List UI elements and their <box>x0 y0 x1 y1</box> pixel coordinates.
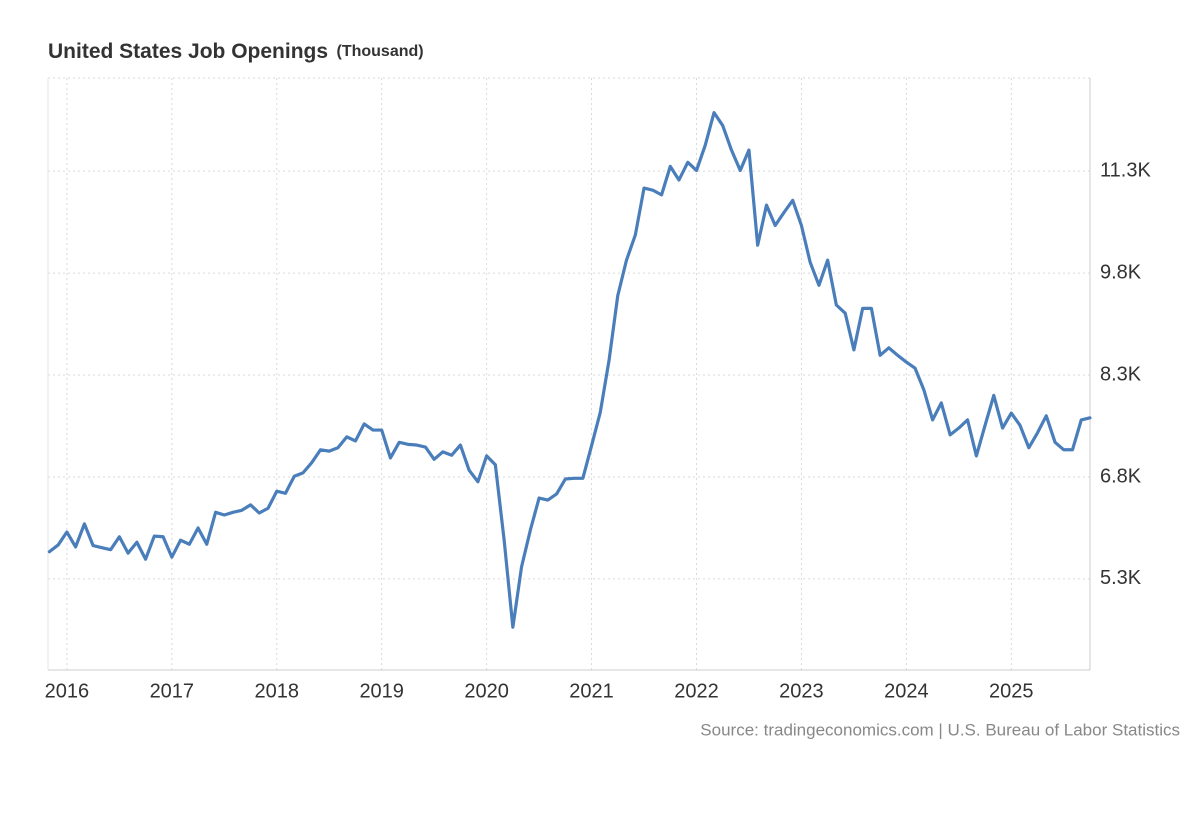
x-tick-label: 2020 <box>464 680 509 702</box>
x-tick-label: 2022 <box>674 680 719 702</box>
x-tick-label: 2023 <box>779 680 824 702</box>
x-tick-label: 2018 <box>255 680 300 702</box>
y-tick-label: 5.3K <box>1100 567 1142 589</box>
chart-unit: (Thousand) <box>337 43 424 60</box>
source: Source: tradingeconomics.com | U.S. Bure… <box>700 720 1180 739</box>
y-tick-label: 8.3K <box>1100 363 1142 385</box>
x-tick-label: 2016 <box>45 680 90 702</box>
y-tick-label: 11.3K <box>1100 159 1151 181</box>
x-tick-label: 2021 <box>569 680 614 702</box>
chart-title-group: United States Job Openings (Thousand) <box>48 40 424 63</box>
data-line <box>47 111 1092 629</box>
chart-title: United States Job Openings <box>48 40 328 63</box>
x-tick-label: 2017 <box>150 680 195 702</box>
y-tick-label: 6.8K <box>1100 465 1142 487</box>
x-tick-label: 2025 <box>989 680 1034 702</box>
x-tick-label: 2019 <box>359 680 404 702</box>
x-tick-label: 2024 <box>884 680 929 702</box>
y-tick-label: 9.8K <box>1100 261 1142 283</box>
